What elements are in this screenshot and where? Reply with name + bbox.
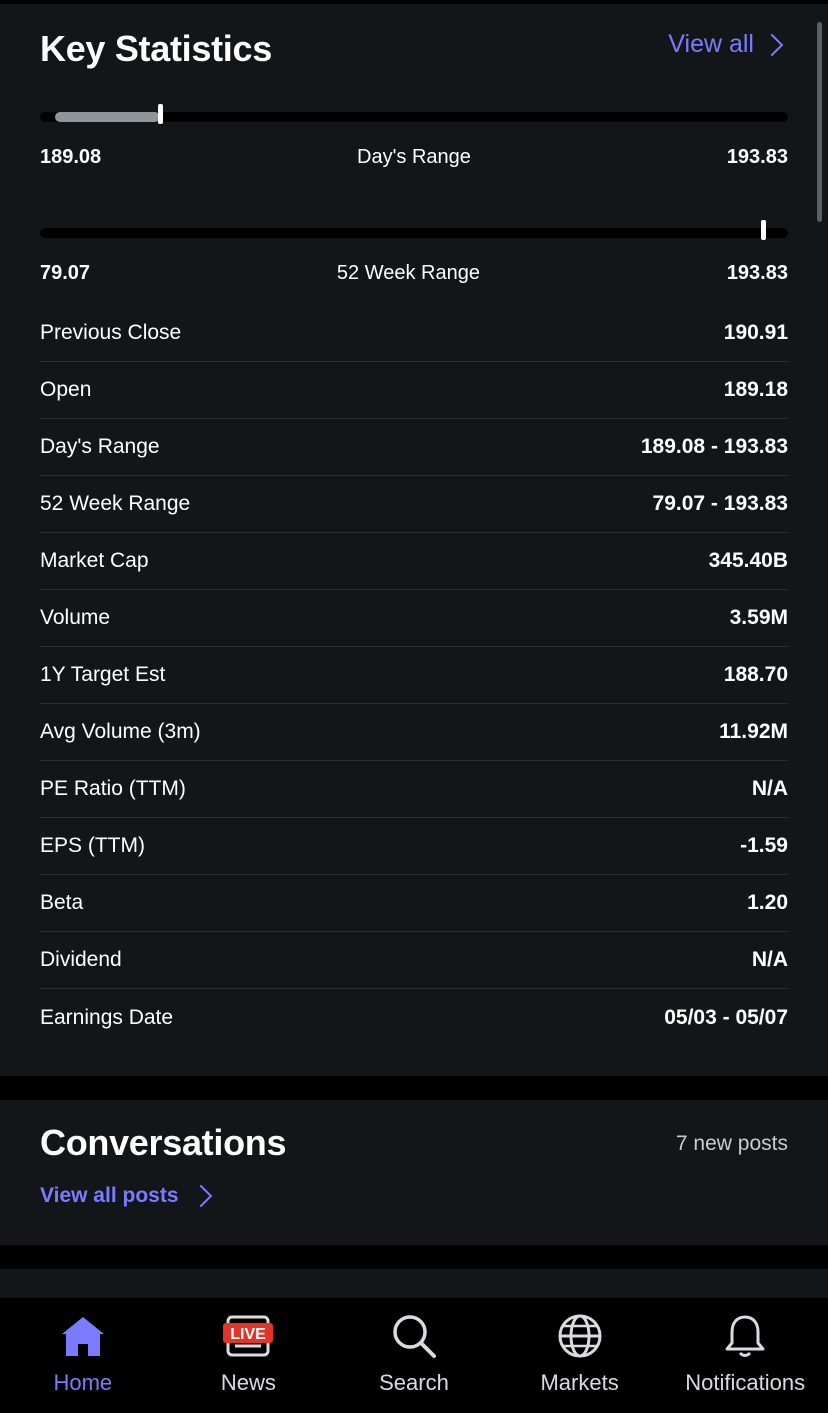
stat-row: Previous Close 190.91 xyxy=(40,305,788,362)
52-week-range-track xyxy=(40,220,788,240)
tab-home[interactable]: Home xyxy=(0,1298,166,1413)
view-all-posts-link[interactable]: View all posts xyxy=(40,1184,212,1208)
stat-row: PE Ratio (TTM) N/A xyxy=(40,761,788,818)
stat-label: Open xyxy=(40,378,92,401)
view-all-label: View all xyxy=(668,30,754,58)
chevron-right-icon xyxy=(189,1184,212,1208)
52-week-range-bar: 79.07 52 Week Range 193.83 xyxy=(40,220,788,285)
tab-news-label: News xyxy=(220,1370,276,1395)
days-range-low: 189.08 xyxy=(40,146,102,168)
days-range-track xyxy=(40,104,788,124)
key-statistics-title: Key Statistics xyxy=(40,28,272,69)
scrollbar[interactable] xyxy=(817,22,822,222)
stat-label: Earnings Date xyxy=(40,1005,174,1029)
stat-label: Dividend xyxy=(40,948,122,971)
stat-row: Earnings Date 05/03 - 05/07 xyxy=(40,989,788,1046)
52-week-range-high: 193.83 xyxy=(726,262,788,284)
bottom-tab-bar: Home LIVE News Search xyxy=(0,1298,828,1413)
stat-row: Day's Range 189.08 - 193.83 xyxy=(40,419,788,476)
live-badge: LIVE xyxy=(231,1326,267,1343)
statistics-table: Previous Close 190.91 Open 189.18 Day's Rang… xyxy=(40,305,788,1046)
stat-label: EPS (TTM) xyxy=(40,834,145,857)
tab-home-label: Home xyxy=(53,1370,113,1395)
stat-value: -1.59 xyxy=(740,834,788,857)
stat-value: 345.40B xyxy=(708,549,788,572)
days-range-high: 193.83 xyxy=(726,146,788,168)
stat-value: 1.20 xyxy=(747,891,788,914)
globe-icon xyxy=(555,1312,605,1360)
stat-row: Beta 1.20 xyxy=(40,875,788,932)
stat-label: Day's Range xyxy=(40,435,160,458)
chevron-right-icon xyxy=(760,33,784,56)
stat-label: Avg Volume (3m) xyxy=(40,720,201,743)
tab-notifications[interactable]: Notifications xyxy=(662,1298,828,1413)
52-week-range-low: 79.07 xyxy=(40,262,91,284)
bell-icon xyxy=(720,1312,770,1360)
home-icon xyxy=(58,1312,108,1360)
days-range-fill xyxy=(55,112,160,122)
new-posts-count: 7 new posts xyxy=(675,1132,788,1155)
tab-search[interactable]: Search xyxy=(331,1298,497,1413)
stat-label: 52 Week Range xyxy=(40,492,191,515)
tab-markets-label: Markets xyxy=(540,1370,619,1395)
stat-label: Beta xyxy=(40,891,84,914)
days-range-label: Day's Range xyxy=(357,146,471,168)
stat-value: N/A xyxy=(751,948,788,971)
stat-row: Avg Volume (3m) 11.92M xyxy=(40,704,788,761)
tab-news[interactable]: LIVE News xyxy=(166,1298,332,1413)
tab-markets[interactable]: Markets xyxy=(497,1298,663,1413)
stat-value: 3.59M xyxy=(729,606,788,629)
conversations-card: Conversations 7 new posts View all posts xyxy=(0,1100,828,1245)
stat-row: EPS (TTM) -1.59 xyxy=(40,818,788,875)
search-icon xyxy=(389,1312,439,1360)
stat-value: N/A xyxy=(751,777,788,800)
stat-row: Dividend N/A xyxy=(40,932,788,989)
stat-label: Market Cap xyxy=(40,549,149,572)
stat-value: 190.91 xyxy=(723,321,788,344)
stat-value: 11.92M xyxy=(719,720,788,743)
stat-label: Volume xyxy=(40,606,111,629)
stat-label: PE Ratio (TTM) xyxy=(40,777,186,800)
stat-value: 189.08 - 193.83 xyxy=(640,435,788,458)
stat-label: 1Y Target Est xyxy=(40,663,166,686)
52-week-range-label: 52 Week Range xyxy=(336,262,480,284)
tab-search-label: Search xyxy=(379,1370,449,1395)
live-news-icon: LIVE xyxy=(223,1312,274,1360)
stat-row: 52 Week Range 79.07 - 193.83 xyxy=(40,476,788,533)
stat-value: 79.07 - 193.83 xyxy=(652,492,788,515)
stat-value: 188.70 xyxy=(723,663,788,686)
days-range-bar: 189.08 Day's Range 193.83 xyxy=(40,104,788,169)
stat-row: 1Y Target Est 188.70 xyxy=(40,647,788,704)
stat-row: Market Cap 345.40B xyxy=(40,533,788,590)
52-week-range-marker xyxy=(761,220,766,240)
stat-row: Open 189.18 xyxy=(40,362,788,419)
view-all-link[interactable]: View all xyxy=(668,30,784,59)
stat-label: Previous Close xyxy=(40,321,182,344)
key-statistics-card: Key Statistics View all 189.08 Day's Ran… xyxy=(0,4,828,1076)
stat-value: 189.18 xyxy=(723,378,788,401)
conversations-title: Conversations xyxy=(40,1122,287,1163)
days-range-marker xyxy=(158,104,163,124)
stat-value: 05/03 - 05/07 xyxy=(664,1005,788,1029)
tab-notifications-label: Notifications xyxy=(685,1370,806,1395)
stat-row: Volume 3.59M xyxy=(40,590,788,647)
view-all-posts-label: View all posts xyxy=(40,1184,179,1207)
